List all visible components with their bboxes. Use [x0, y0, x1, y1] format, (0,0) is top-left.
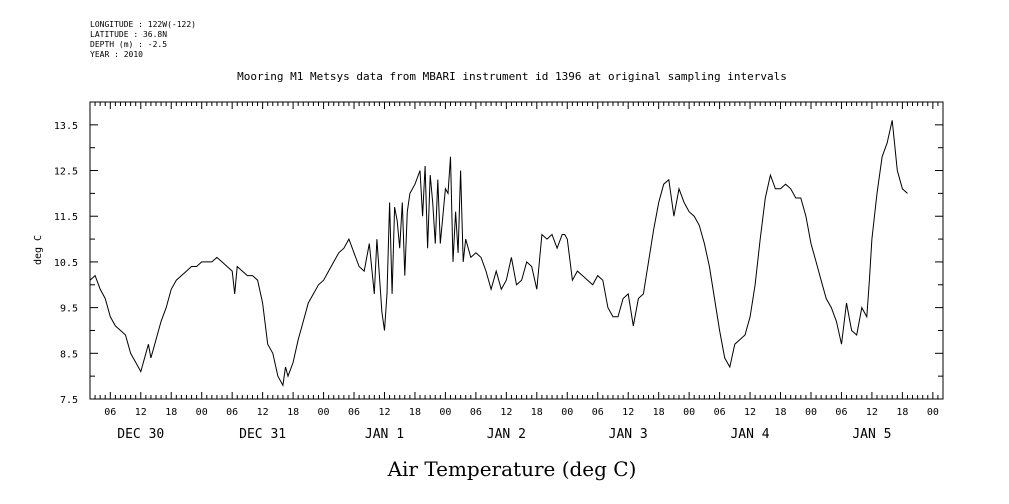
plot-frame — [89, 101, 944, 400]
y-tick-label: 8.5 — [60, 349, 78, 360]
x-tick-label: 06 — [714, 407, 726, 418]
x-tick-label: 12 — [500, 407, 512, 418]
axis-ticks — [89, 101, 944, 400]
y-tick-label: 9.5 — [60, 304, 78, 315]
x-tick-label: 00 — [318, 407, 330, 418]
chart-title: Mooring M1 Metsys data from MBARI instru… — [237, 70, 787, 83]
x-day-label: DEC 31 — [239, 427, 286, 442]
x-day-label: JAN 1 — [365, 427, 404, 442]
x-tick-label: 06 — [592, 407, 604, 418]
meta-longitude: LONGITUDE : 122W(-122) — [90, 20, 196, 29]
x-tick-label: 18 — [653, 407, 665, 418]
x-day-label: JAN 4 — [730, 427, 769, 442]
meta-latitude: LATITUDE : 36.8N — [90, 30, 168, 39]
x-tick-label: 00 — [683, 407, 695, 418]
x-tick-label: 12 — [257, 407, 269, 418]
meta-depth: DEPTH (m) : -2.5 — [90, 40, 168, 49]
x-axis-label: Air Temperature (deg C) — [387, 457, 637, 481]
x-tick-label: 12 — [622, 407, 634, 418]
x-tick-label: 18 — [287, 407, 299, 418]
y-tick-label: 7.5 — [60, 395, 78, 406]
x-tick-label: 00 — [196, 407, 208, 418]
x-day-label: JAN 3 — [609, 427, 648, 442]
y-tick-label: 12.5 — [54, 167, 78, 178]
x-tick-label: 06 — [835, 407, 847, 418]
x-tick-label: 18 — [165, 407, 177, 418]
x-tick-label: 06 — [470, 407, 482, 418]
meta-year: YEAR : 2010 — [90, 50, 143, 59]
x-tick-label: 06 — [226, 407, 238, 418]
x-tick-label: 12 — [378, 407, 390, 418]
x-tick-label: 00 — [927, 407, 939, 418]
x-tick-label: 12 — [866, 407, 878, 418]
metadata-block: LONGITUDE : 122W(-122) LATITUDE : 36.8N … — [90, 20, 196, 60]
y-tick-labels: 7.5 8.5 9.5 10.5 11.5 12.5 13.5 — [54, 121, 78, 406]
x-tick-labels: 06 12 18 00 06 12 18 00 06 12 18 00 06 12 18 00 06 12 18 00… — [104, 407, 939, 418]
y-tick-label: 11.5 — [54, 212, 78, 223]
x-tick-label: 12 — [135, 407, 147, 418]
y-tick-label: 10.5 — [54, 258, 78, 269]
x-day-label: JAN 2 — [487, 427, 526, 442]
x-day-labels: DEC 30 DEC 31 JAN 1 JAN 2 JAN 3 JAN 4 JAN 5 — [117, 427, 891, 442]
x-day-label: DEC 30 — [117, 427, 164, 442]
x-tick-label: 18 — [409, 407, 421, 418]
x-tick-label: 12 — [744, 407, 756, 418]
x-tick-label: 00 — [805, 407, 817, 418]
x-tick-label: 00 — [439, 407, 451, 418]
x-tick-label: 18 — [896, 407, 908, 418]
series-line — [89, 120, 908, 387]
y-tick-label: 13.5 — [54, 121, 78, 132]
x-tick-label: 18 — [775, 407, 787, 418]
x-tick-label: 00 — [561, 407, 573, 418]
y-axis-label: deg C — [33, 235, 44, 265]
x-tick-label: 18 — [531, 407, 543, 418]
x-tick-label: 06 — [104, 407, 116, 418]
x-day-label: JAN 5 — [852, 427, 891, 442]
x-tick-label: 06 — [348, 407, 360, 418]
